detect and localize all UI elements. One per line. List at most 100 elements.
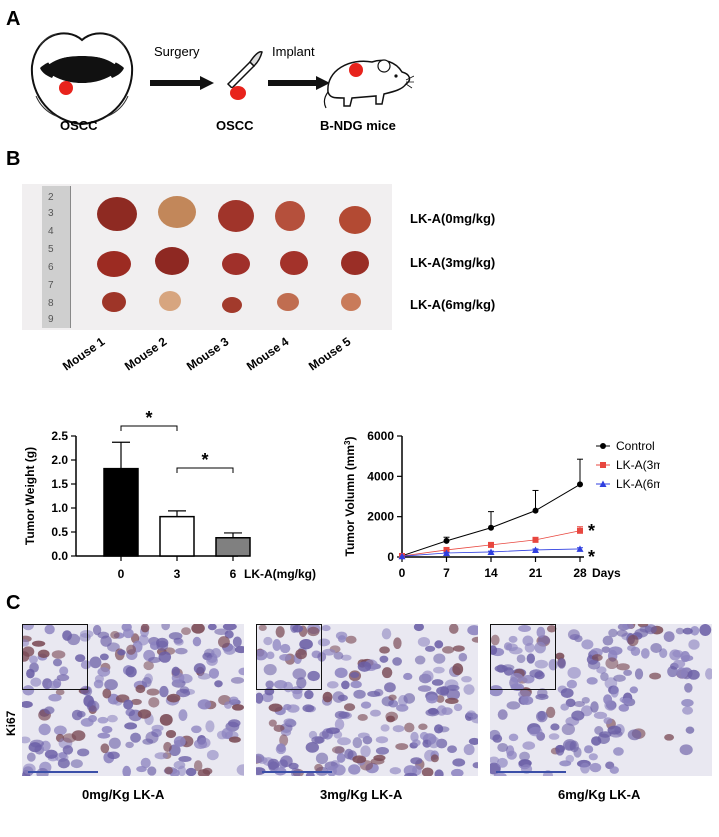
implanted-tumor-dot <box>349 63 363 77</box>
cell-nucleus <box>601 646 611 653</box>
cell-nucleus <box>321 625 331 632</box>
cell-nucleus <box>389 767 402 775</box>
cell-nucleus <box>29 662 39 673</box>
cell-nucleus <box>590 701 599 713</box>
cell-nucleus <box>555 744 565 756</box>
cell-nucleus <box>232 636 242 648</box>
cell-nucleus <box>591 654 603 662</box>
cell-nucleus <box>51 650 66 659</box>
cell-nucleus <box>48 693 62 702</box>
cell-nucleus <box>319 731 329 739</box>
cell-nucleus <box>275 626 285 638</box>
data-point <box>488 524 494 531</box>
cell-nucleus <box>588 753 598 761</box>
cell-nucleus <box>130 698 142 705</box>
cell-nucleus <box>602 635 614 646</box>
cell-nucleus <box>705 668 712 680</box>
cell-nucleus <box>669 649 681 661</box>
cell-nucleus <box>622 624 635 630</box>
cell-nucleus <box>173 736 186 747</box>
cell-nucleus <box>29 739 44 748</box>
x-tick-label: 28 <box>573 566 587 580</box>
cell-nucleus <box>528 726 543 737</box>
cell-nucleus <box>135 684 146 694</box>
cell-nucleus <box>676 667 688 679</box>
cell-nucleus <box>379 646 390 654</box>
cell-nucleus <box>353 689 366 699</box>
cell-nucleus <box>630 646 641 657</box>
cell-nucleus <box>205 720 215 733</box>
cell-nucleus <box>256 692 264 704</box>
cell-nucleus <box>396 704 409 712</box>
cell-nucleus <box>490 729 501 741</box>
cell-nucleus <box>174 638 184 646</box>
cell-nucleus <box>663 631 675 642</box>
cell-nucleus <box>22 685 35 696</box>
cell-nucleus <box>292 624 304 633</box>
cell-nucleus <box>76 710 86 718</box>
cell-nucleus <box>238 667 244 676</box>
cell-nucleus <box>38 723 51 736</box>
arrow-right-icon-2 <box>268 76 330 90</box>
x-tick-label: 3 <box>174 567 181 581</box>
cell-nucleus <box>463 684 475 695</box>
cell-nucleus <box>452 663 464 676</box>
cell-nucleus <box>627 729 642 741</box>
cell-nucleus <box>603 717 613 725</box>
cell-nucleus <box>447 745 458 754</box>
cell-nucleus <box>256 649 268 661</box>
cell-nucleus <box>265 680 274 689</box>
ruler-tick: 9 <box>48 314 54 325</box>
ihc-inset <box>490 624 556 690</box>
cell-nucleus <box>148 697 160 708</box>
significance-star: * <box>201 450 208 470</box>
cell-nucleus <box>493 772 507 776</box>
ihc-inset <box>256 624 322 690</box>
cell-nucleus <box>126 644 136 655</box>
data-point <box>532 536 539 543</box>
y-tick-label: 1.5 <box>51 477 68 491</box>
cell-nucleus <box>80 718 94 727</box>
cell-nucleus <box>392 725 405 733</box>
cell-nucleus <box>367 690 381 698</box>
cell-nucleus <box>567 666 581 679</box>
cell-nucleus <box>510 683 524 691</box>
cell-nucleus <box>276 743 286 753</box>
cell-nucleus <box>427 707 439 715</box>
cell-nucleus <box>537 688 548 699</box>
cell-nucleus <box>207 624 217 631</box>
cell-nucleus <box>682 627 693 635</box>
cell-nucleus <box>616 629 628 637</box>
cell-nucleus <box>426 694 438 704</box>
cell-nucleus <box>467 625 478 636</box>
cell-nucleus <box>67 633 81 646</box>
cell-nucleus <box>185 767 197 776</box>
cell-nucleus <box>526 653 536 664</box>
x-tick-label: 7 <box>443 566 450 580</box>
cell-nucleus <box>490 685 503 697</box>
row-label-0mg: LK-A(0mg/kg) <box>410 211 496 226</box>
excised-tumor-dot <box>230 86 246 100</box>
cell-nucleus <box>222 624 237 631</box>
cell-nucleus <box>296 677 307 689</box>
cell-nucleus <box>609 730 623 738</box>
legend-label: Control <box>616 439 655 453</box>
cell-nucleus <box>589 762 602 773</box>
cell-nucleus <box>352 737 363 749</box>
cell-nucleus <box>22 700 33 708</box>
cell-nucleus <box>168 744 181 757</box>
cell-nucleus <box>529 669 544 678</box>
bar <box>103 467 139 557</box>
cell-nucleus <box>404 722 415 733</box>
cell-nucleus <box>44 749 58 759</box>
cell-nucleus <box>156 637 169 648</box>
cell-nucleus <box>178 709 188 721</box>
cell-nucleus <box>672 659 686 668</box>
cell-nucleus <box>341 680 350 690</box>
bar <box>159 515 195 557</box>
cell-nucleus <box>609 766 619 774</box>
cell-nucleus <box>567 629 580 640</box>
ruler-tick: 8 <box>48 298 54 309</box>
cell-nucleus <box>433 653 446 664</box>
mouse-label-1: Mouse 1 <box>60 334 108 374</box>
